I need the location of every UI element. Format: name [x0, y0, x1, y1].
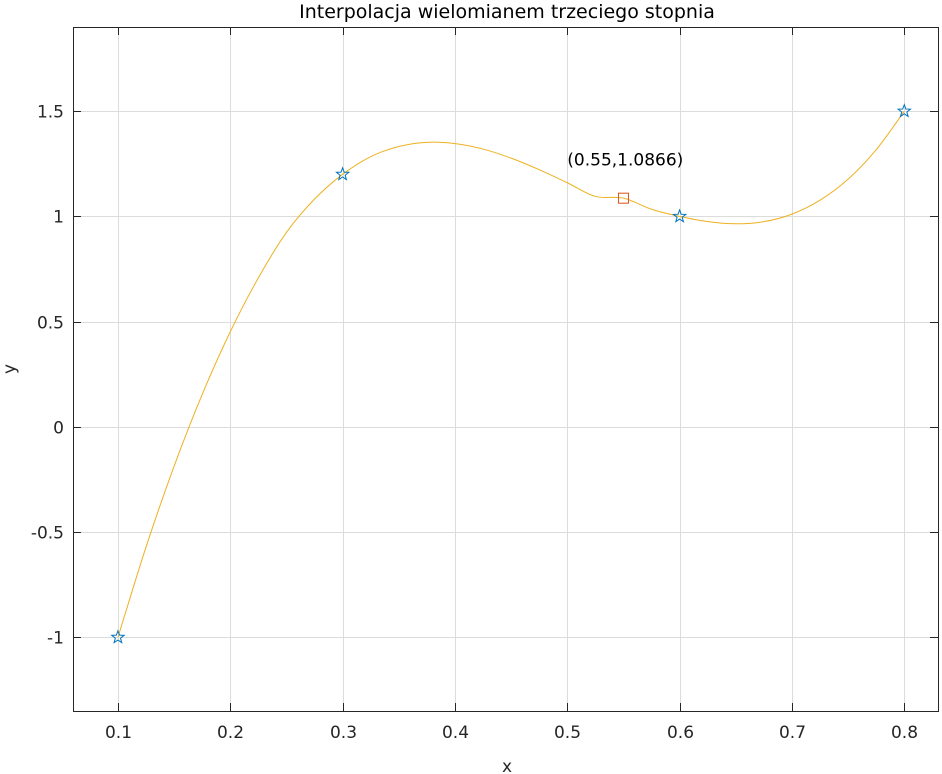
y-axis-label: y [0, 364, 20, 374]
data-point-star [672, 208, 688, 223]
x-tick-label: 0.8 [891, 723, 918, 743]
x-tick-label: 0.6 [667, 723, 694, 743]
y-tick-label: -0.5 [31, 524, 64, 544]
x-axis-label: x [502, 757, 512, 774]
ticks: 0.1 0.2 0.3 0.4 0.5 0.6 0.7 0.8 -1 -0.5 0 0.5 1 1.5 [31, 27, 938, 743]
evaluated-point-square [617, 192, 629, 204]
y-tick-label: 0 [53, 419, 64, 439]
x-tick-label: 0.4 [442, 723, 469, 743]
y-tick-label: 0.5 [37, 314, 64, 334]
y-tick-label: 1 [53, 208, 64, 228]
series [110, 103, 912, 644]
grid [73, 27, 938, 711]
data-point-star [896, 103, 912, 118]
x-tick-label: 0.1 [105, 723, 132, 743]
x-tick-label: 0.2 [217, 723, 244, 743]
plot-frame [73, 27, 939, 712]
annotations: (0.55,1.0866) [567, 151, 683, 171]
y-tick-label: -1 [47, 629, 64, 649]
data-point-star [335, 166, 351, 181]
y-tick-label: 1.5 [37, 103, 64, 123]
x-tick-label: 0.3 [330, 723, 357, 743]
data-point-star [110, 629, 126, 644]
chart-title: Interpolacja wielomianem trzeciego stopn… [299, 1, 715, 23]
interpolation-curve [117, 110, 905, 638]
x-tick-label: 0.5 [554, 723, 581, 743]
point-annotation: (0.55,1.0866) [567, 151, 683, 171]
x-tick-label: 0.7 [779, 723, 806, 743]
